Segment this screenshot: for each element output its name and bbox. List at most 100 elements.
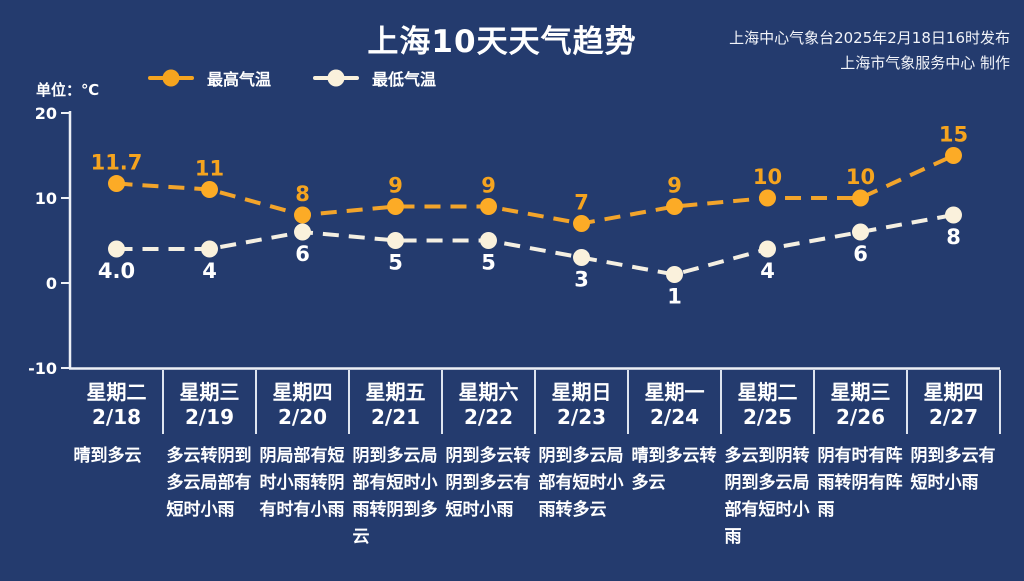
weather-description: 晴到多云	[73, 446, 142, 466]
high-temp-value-label: 9	[481, 174, 496, 198]
low-temp-point	[108, 240, 125, 258]
day-column: 星期四 2/20 阴局部有短时小雨转阴有时有小雨	[256, 380, 349, 551]
weather-description: 阴有时有阵雨转阴有阵雨	[817, 446, 903, 520]
day-column: 星期日 2/23 阴到多云局部有短时小雨转多云	[535, 380, 628, 551]
legend-item-low-temp: 最低气温	[313, 66, 436, 90]
high-temp-point	[945, 147, 962, 164]
low-temp-line	[116, 213, 954, 277]
day-column: 星期五 2/21 阴到多云局部有短时小雨转阴到多云	[349, 380, 442, 551]
high-temp-value-label: 11.7	[91, 151, 143, 175]
high-temp-point	[108, 175, 125, 193]
low-temp-value-label: 5	[481, 251, 496, 275]
high-temp-value-label: 15	[939, 123, 968, 147]
high-temp-point	[387, 198, 404, 215]
date-label: 2/24	[649, 405, 700, 429]
day-column: 星期六 2/22 阴到多云转阴到多云有短时小雨	[442, 380, 535, 551]
high-temp-dot-icon	[162, 69, 180, 87]
low-temp-point	[480, 232, 497, 249]
weather-description: 多云转阴到多云局部有短时小雨	[166, 446, 252, 520]
low-temp-point	[573, 249, 590, 266]
high-temp-point	[759, 189, 776, 207]
weather-description: 多云到阴转阴到多云局部有短时小雨	[724, 446, 810, 547]
low-temp-point	[294, 223, 311, 241]
weather-description: 阴局部有短时小雨转阴有时有小雨	[259, 446, 345, 520]
high-temp-point	[201, 181, 218, 198]
weekday-label: 星期三	[179, 380, 240, 404]
high-temp-value-label: 9	[667, 174, 682, 198]
high-temp-value-label: 9	[388, 174, 403, 198]
legend: 最高气温 最低气温	[148, 66, 436, 90]
weekday-label: 星期二	[86, 380, 147, 404]
date-label: 2/18	[91, 405, 142, 429]
legend-label-low-temp: 最低气温	[372, 70, 437, 89]
low-temp-marker-icon	[313, 69, 360, 87]
day-column: 星期四 2/27 阴到多云有短时小雨	[907, 380, 1000, 551]
high-temp-value-label: 7	[574, 191, 589, 215]
low-temp-point	[387, 232, 404, 249]
weekday-label: 星期五	[365, 380, 426, 404]
day-column: 星期二 2/18 晴到多云	[70, 380, 163, 551]
low-temp-value-label: 3	[574, 268, 589, 292]
date-label: 2/21	[370, 405, 421, 429]
date-label: 2/25	[742, 405, 793, 429]
high-temp-value-label: 10	[846, 165, 875, 189]
weekday-label: 星期四	[272, 380, 333, 404]
high-temp-point	[480, 198, 497, 215]
low-temp-value-label: 5	[388, 251, 403, 275]
low-temp-value-label: 8	[946, 225, 961, 249]
y-axis-tick-label: -10	[28, 359, 57, 378]
low-temp-value-label: 6	[853, 242, 868, 266]
y-axis-tick-label: 20	[35, 104, 57, 123]
day-column: 星期一 2/24 晴到多云转多云	[628, 380, 721, 551]
low-temp-value-label: 1	[667, 285, 682, 309]
date-label: 2/19	[184, 405, 235, 429]
y-axis-tick-label: 0	[46, 274, 57, 293]
source-line-1: 上海中心气象台2025年2月18日16时发布	[729, 29, 1010, 47]
low-temp-point	[201, 240, 218, 258]
low-temp-point	[666, 266, 683, 283]
weather-description: 晴到多云转多云	[631, 446, 717, 493]
date-label: 2/22	[463, 405, 514, 429]
high-temp-point	[573, 215, 590, 232]
high-temp-value-label: 8	[295, 182, 310, 206]
low-temp-point	[945, 206, 962, 224]
date-label: 2/26	[835, 405, 886, 429]
low-temp-dot-icon	[327, 69, 345, 87]
day-column: 星期三 2/19 多云转阴到多云局部有短时小雨	[163, 380, 256, 551]
weekday-label: 星期日	[551, 380, 612, 404]
day-columns: 星期二 2/18 晴到多云 星期三 2/19 多云转阴到多云局部有短时小雨 星期四 2/20 阴…	[70, 380, 1000, 551]
high-temp-point	[852, 189, 869, 207]
high-temp-marker-icon	[148, 69, 194, 87]
weekday-label: 星期三	[830, 380, 891, 404]
source-info: 上海中心气象台2025年2月18日16时发布 上海市气象服务中心 制作	[729, 26, 1010, 76]
high-temp-value-label: 11	[195, 157, 224, 181]
date-label: 2/27	[928, 405, 979, 429]
legend-item-high-temp: 最高气温	[148, 66, 271, 90]
weather-description: 阴到多云转阴到多云有短时小雨	[445, 446, 531, 520]
low-temp-point	[852, 223, 869, 241]
high-temp-point	[294, 206, 311, 224]
weather-description: 阴到多云有短时小雨	[910, 446, 996, 493]
date-label: 2/23	[556, 405, 607, 429]
low-temp-value-label: 6	[295, 242, 310, 266]
weekday-label: 星期二	[737, 380, 798, 404]
day-column: 星期三 2/26 阴有时有阵雨转阴有阵雨	[814, 380, 907, 551]
weekday-label: 星期六	[458, 380, 519, 404]
low-temp-value-label: 4	[760, 259, 775, 283]
page-title: 上海10天天气趋势	[367, 24, 637, 60]
source-line-2: 上海市气象服务中心 制作	[840, 54, 1010, 72]
low-temp-value-label: 4	[202, 259, 217, 283]
low-temp-point	[759, 240, 776, 258]
weather-description: 阴到多云局部有短时小雨转多云	[538, 446, 624, 520]
high-temp-line	[116, 153, 955, 226]
unit-label: 单位：℃	[36, 81, 100, 99]
weekday-label: 星期四	[923, 380, 984, 404]
high-temp-value-label: 10	[753, 165, 782, 189]
high-temp-point	[666, 198, 683, 215]
weather-description: 阴到多云局部有短时小雨转阴到多云	[352, 446, 438, 547]
y-axis-tick-label: 10	[35, 189, 57, 208]
weekday-label: 星期一	[644, 380, 705, 404]
day-column: 星期二 2/25 多云到阴转阴到多云局部有短时小雨	[721, 380, 814, 551]
legend-label-high-temp: 最高气温	[207, 70, 272, 89]
